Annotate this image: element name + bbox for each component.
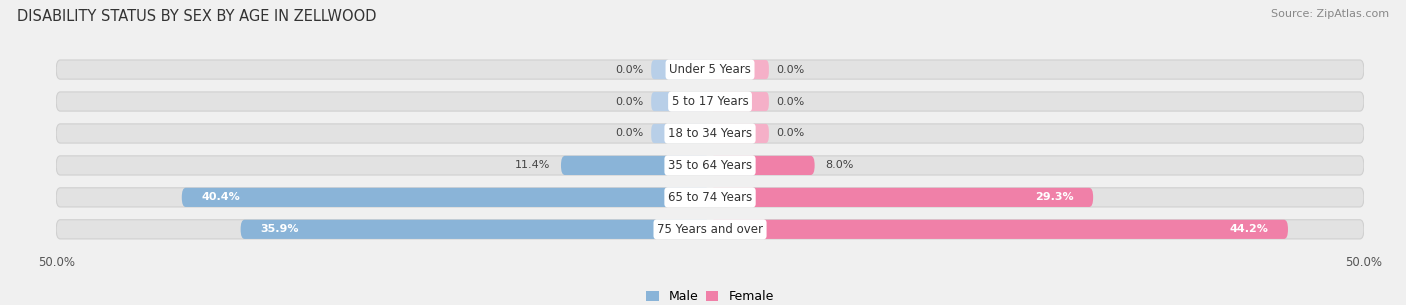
Text: Under 5 Years: Under 5 Years <box>669 63 751 76</box>
Text: 0.0%: 0.0% <box>614 65 644 74</box>
Text: 35.9%: 35.9% <box>260 224 298 234</box>
Text: 40.4%: 40.4% <box>201 192 240 203</box>
FancyBboxPatch shape <box>240 220 710 239</box>
Text: 0.0%: 0.0% <box>776 96 806 106</box>
Text: 11.4%: 11.4% <box>515 160 551 170</box>
FancyBboxPatch shape <box>56 60 1364 79</box>
FancyBboxPatch shape <box>710 92 769 111</box>
FancyBboxPatch shape <box>56 188 1364 207</box>
Legend: Male, Female: Male, Female <box>641 285 779 305</box>
Text: 65 to 74 Years: 65 to 74 Years <box>668 191 752 204</box>
Text: 18 to 34 Years: 18 to 34 Years <box>668 127 752 140</box>
FancyBboxPatch shape <box>651 92 710 111</box>
FancyBboxPatch shape <box>710 60 769 79</box>
FancyBboxPatch shape <box>56 220 1364 239</box>
Text: 44.2%: 44.2% <box>1229 224 1268 234</box>
Text: 0.0%: 0.0% <box>776 128 806 138</box>
Text: 0.0%: 0.0% <box>614 128 644 138</box>
Text: DISABILITY STATUS BY SEX BY AGE IN ZELLWOOD: DISABILITY STATUS BY SEX BY AGE IN ZELLW… <box>17 9 377 24</box>
FancyBboxPatch shape <box>561 156 710 175</box>
FancyBboxPatch shape <box>181 188 710 207</box>
FancyBboxPatch shape <box>651 124 710 143</box>
FancyBboxPatch shape <box>651 60 710 79</box>
FancyBboxPatch shape <box>710 156 814 175</box>
FancyBboxPatch shape <box>710 188 1092 207</box>
Text: Source: ZipAtlas.com: Source: ZipAtlas.com <box>1271 9 1389 19</box>
FancyBboxPatch shape <box>56 92 1364 111</box>
FancyBboxPatch shape <box>56 156 1364 175</box>
Text: 0.0%: 0.0% <box>614 96 644 106</box>
Text: 8.0%: 8.0% <box>825 160 853 170</box>
Text: 29.3%: 29.3% <box>1035 192 1074 203</box>
FancyBboxPatch shape <box>710 124 769 143</box>
Text: 0.0%: 0.0% <box>776 65 806 74</box>
Text: 35 to 64 Years: 35 to 64 Years <box>668 159 752 172</box>
FancyBboxPatch shape <box>56 124 1364 143</box>
Text: 5 to 17 Years: 5 to 17 Years <box>672 95 748 108</box>
FancyBboxPatch shape <box>710 220 1288 239</box>
Text: 75 Years and over: 75 Years and over <box>657 223 763 236</box>
